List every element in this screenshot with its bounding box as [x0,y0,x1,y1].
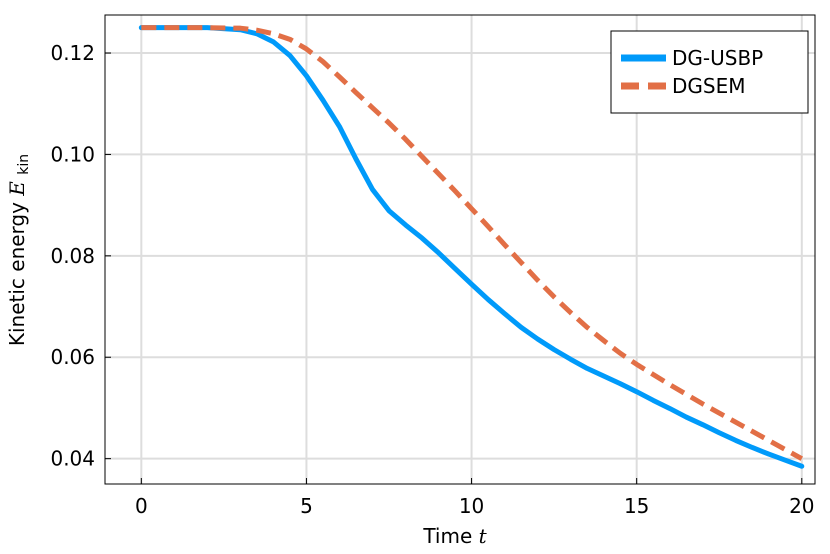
series-layer [138,25,805,469]
y-tick-label-4: 0.12 [50,41,95,65]
series-line-dgsem [141,25,803,461]
x-tick-label-3: 15 [624,494,649,518]
legend-label-dgsem: DGSEM [672,74,746,98]
axes-layer [104,14,816,485]
x-tick-label-4: 20 [789,494,814,518]
plot-frame [104,14,816,485]
y-tick-label-2: 0.08 [50,244,95,268]
legend-label-dg-usbp: DG-USBP [672,46,763,70]
x-axis-label-text: Time [422,524,472,548]
legend: DG-USBP DGSEM [610,30,809,114]
y-axis-label: Kinetic energy E kin [5,154,32,346]
series-line-dg-usbp [138,25,805,469]
x-tick-label-2: 10 [459,494,484,518]
y-axis-label-subscript: kin [16,154,32,175]
legend-box [610,30,809,114]
x-tick-label-1: 5 [300,494,313,518]
y-axis-label-text: Kinetic energy [5,202,29,346]
y-tick-label-1: 0.06 [50,345,95,369]
ticks-layer: 0 5 10 15 20 0.04 0.06 0.08 0.10 0.12 [50,41,814,518]
x-tick-label-0: 0 [135,494,148,518]
y-tick-label-0: 0.04 [50,447,95,471]
x-axis-label: Time t [422,524,487,548]
y-tick-label-3: 0.10 [50,142,95,166]
y-axis-label-symbol: E [5,181,29,197]
x-axis-label-symbol: t [479,524,488,548]
